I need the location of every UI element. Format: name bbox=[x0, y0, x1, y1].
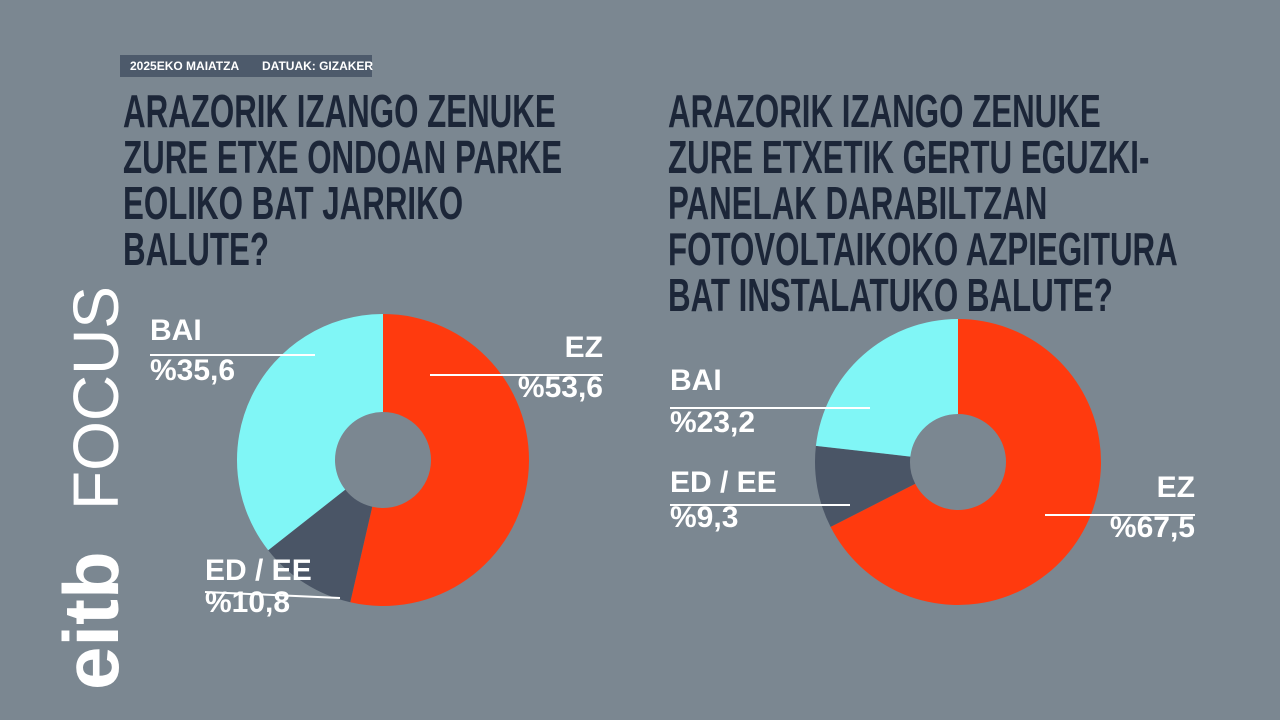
logo-brand: eitb bbox=[47, 551, 135, 690]
slice-value: %67,5 bbox=[1110, 511, 1195, 544]
pie-slice bbox=[815, 445, 916, 527]
logo: eitb FOCUS bbox=[47, 286, 135, 690]
header-date: 2025EKO MAIATZA bbox=[130, 59, 239, 73]
chart-title: ARAZORIK IZANGO ZENUKE ZURE ETXETIK GERT… bbox=[668, 85, 1177, 321]
header-source: DATUAK: GIZAKER bbox=[262, 59, 373, 73]
slice-value: %10,8 bbox=[205, 586, 290, 619]
logo-program: FOCUS bbox=[60, 286, 132, 510]
slice-label: BAI bbox=[150, 314, 202, 347]
chart-title: ARAZORIK IZANGO ZENUKE ZURE ETXE ONDOAN … bbox=[123, 85, 563, 275]
pie-slice bbox=[236, 314, 383, 551]
pie-slice bbox=[268, 489, 373, 603]
header-box bbox=[120, 55, 372, 77]
slice-label: EZ bbox=[565, 331, 603, 364]
slice-value: %35,6 bbox=[150, 354, 235, 387]
slice-label: ED / EE bbox=[205, 554, 312, 587]
slice-value: %23,2 bbox=[670, 406, 755, 439]
slice-value: %53,6 bbox=[518, 371, 603, 404]
leader-line bbox=[204, 591, 341, 599]
pie-slice bbox=[815, 319, 958, 457]
pie-slice bbox=[350, 314, 529, 606]
slice-label: EZ bbox=[1157, 471, 1195, 504]
slice-value: %9,3 bbox=[670, 501, 738, 534]
pie-slice bbox=[830, 319, 1102, 606]
slice-label: ED / EE bbox=[670, 466, 777, 499]
slice-label: BAI bbox=[670, 364, 722, 397]
